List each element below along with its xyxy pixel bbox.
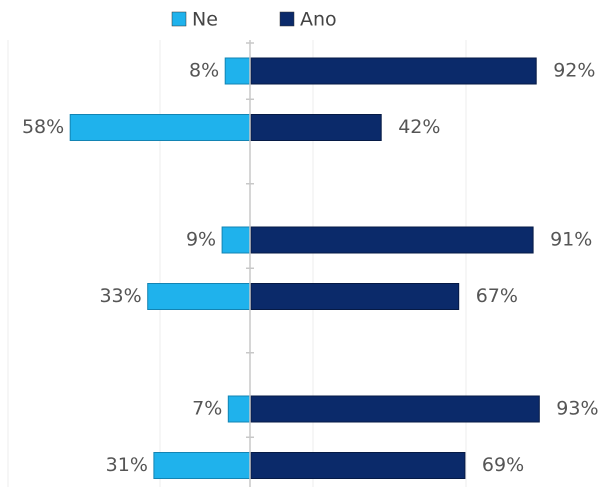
value-label: 93% — [556, 398, 598, 420]
value-label: 33% — [99, 285, 141, 307]
plot-area: 8% 58% 9% 33% 7% 31% 92% 42% 91% 67% 93% 69% — [22, 57, 599, 479]
legend-label: Ano — [300, 9, 337, 31]
value-label: 67% — [476, 285, 518, 307]
value-label: 92% — [553, 60, 595, 82]
value-label: 9% — [186, 229, 216, 251]
bar — [69, 114, 251, 141]
bar — [227, 395, 251, 423]
bar — [224, 57, 251, 85]
bar — [250, 114, 382, 141]
legend-label: Ne — [192, 9, 218, 31]
value-label: 91% — [550, 229, 592, 251]
value-label: 42% — [398, 116, 440, 138]
legend-swatch — [279, 11, 295, 27]
bar — [221, 226, 251, 254]
legend: Ne Ano — [171, 9, 337, 31]
legend-swatch — [171, 11, 187, 27]
bar — [147, 283, 251, 310]
bar — [250, 226, 534, 254]
value-label: 69% — [482, 454, 524, 476]
bar — [250, 57, 537, 85]
bar — [250, 283, 460, 310]
value-label: 7% — [192, 398, 222, 420]
value-label: 31% — [106, 454, 148, 476]
value-label: 8% — [189, 60, 219, 82]
bar — [250, 395, 540, 423]
axis-ticks — [246, 42, 254, 438]
bar — [153, 452, 251, 479]
value-label: 58% — [22, 116, 64, 138]
bar — [250, 452, 466, 479]
